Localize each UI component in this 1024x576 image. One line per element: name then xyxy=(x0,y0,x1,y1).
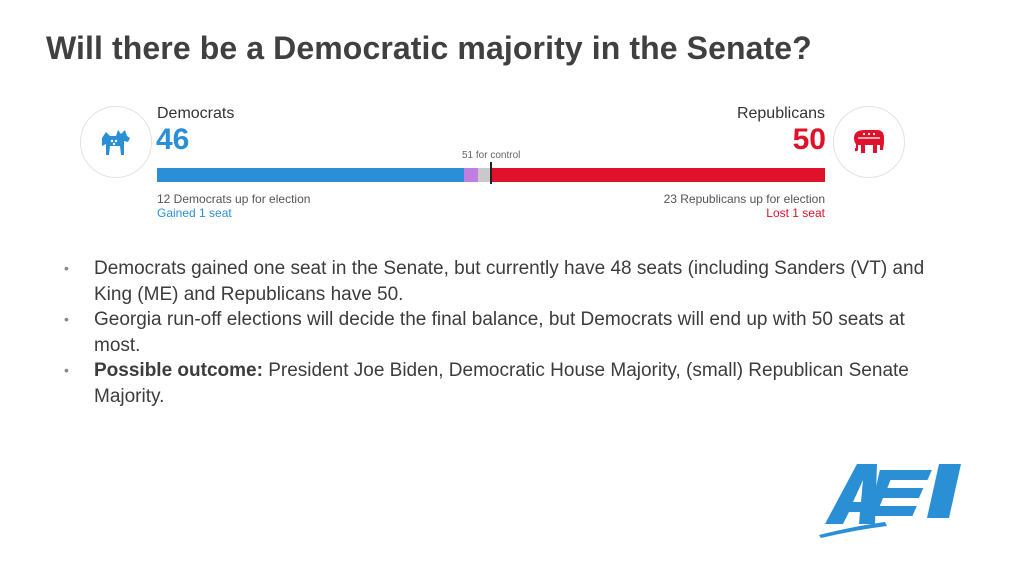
democrats-label: Democrats xyxy=(157,105,235,122)
donkey-icon xyxy=(102,130,130,155)
bullet-text: Georgia run-off elections will decide th… xyxy=(94,309,905,356)
bullet-list: • Democrats gained one seat in the Senat… xyxy=(62,256,942,409)
bullet-text: Democrats gained one seat in the Senate,… xyxy=(94,258,925,305)
democrats-seat-change: Gained 1 seat xyxy=(157,206,232,220)
bullet-item: • Possible outcome: President Joe Biden,… xyxy=(62,358,942,409)
bullet-bold-text: Possible outcome: xyxy=(94,360,263,381)
republicans-badge xyxy=(833,106,905,178)
democrats-up-for-election: 12 Democrats up for election xyxy=(157,192,311,206)
bullet-item: • Democrats gained one seat in the Senat… xyxy=(62,256,942,307)
slide-title: Will there be a Democratic majority in t… xyxy=(46,30,812,66)
undecided-segment xyxy=(477,168,491,182)
bullet-item: • Georgia run-off elections will decide … xyxy=(62,307,942,358)
independents-segment xyxy=(464,168,478,182)
republicans-seat-change: Lost 1 seat xyxy=(766,206,825,220)
bullet-icon: • xyxy=(64,362,69,378)
democrats-badge xyxy=(80,106,152,178)
republicans-seat-count: 50 xyxy=(792,123,826,156)
republicans-up-for-election: 23 Republicans up for election xyxy=(663,192,825,206)
control-threshold-marker xyxy=(490,162,492,184)
republicans-label: Republicans xyxy=(736,105,825,122)
republicans-segment xyxy=(491,168,825,182)
control-threshold-label: 51 for control xyxy=(462,150,521,161)
democrats-segment xyxy=(157,168,465,182)
elephant-icon xyxy=(854,130,884,153)
aei-logo xyxy=(819,464,961,538)
bullet-text: President Joe Biden, Democratic House Ma… xyxy=(94,360,909,407)
democrats-seat-count: 46 xyxy=(156,123,190,156)
bullet-icon: • xyxy=(64,311,69,327)
bullet-icon: • xyxy=(64,260,69,276)
senate-balance-panel: Democrats 46 Republicans 50 51 for contr… xyxy=(80,98,905,228)
